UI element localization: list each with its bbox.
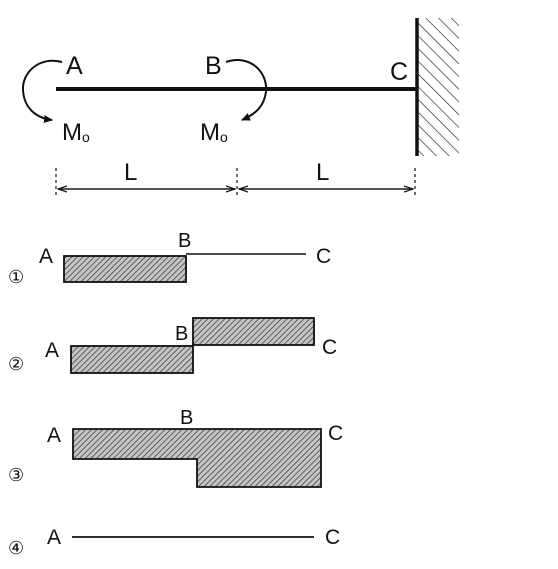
option-2-label-a: A (45, 339, 59, 362)
option-2-block-bc (192, 317, 315, 346)
option-2-number: ② (8, 354, 24, 374)
moment-arrow-a-icon (21, 59, 63, 123)
beam-label-c: C (390, 58, 408, 86)
option-2-block-ab (70, 345, 194, 374)
option-4-number: ④ (8, 538, 24, 558)
option-3-block (72, 428, 322, 488)
dimension-lines (55, 168, 416, 198)
option-3-number: ③ (8, 465, 24, 485)
option-1[interactable]: ① A B C (8, 230, 331, 287)
beam-label-b: B (205, 52, 222, 80)
option-1-label-b: B (178, 230, 191, 252)
option-1-block-ab (63, 255, 187, 283)
fixed-wall-hatch (417, 18, 459, 156)
moment-label-b: Mo (200, 119, 228, 146)
option-4-label-c: C (325, 526, 340, 549)
beam-label-a: A (66, 52, 83, 80)
moment-arrow-b-icon (225, 59, 268, 121)
option-1-number: ① (8, 267, 24, 287)
option-3-label-a: A (47, 424, 61, 447)
option-4-label-a: A (47, 526, 61, 549)
moment-label-a: Mo (62, 119, 90, 146)
option-4[interactable]: ④ A C (8, 526, 340, 558)
option-3[interactable]: ③ A B C (8, 407, 343, 488)
option-2-label-b: B (175, 323, 188, 345)
beam-problem: A B C Mo Mo L L (21, 18, 459, 198)
span-label-2: L (316, 159, 329, 186)
option-2[interactable]: ② A B C (8, 317, 337, 374)
option-2-label-c: C (322, 336, 337, 359)
option-1-label-a: A (39, 245, 53, 268)
option-1-label-c: C (316, 245, 331, 268)
span-label-1: L (124, 159, 137, 186)
option-3-label-c: C (328, 422, 343, 445)
option-3-label-b: B (180, 407, 193, 429)
